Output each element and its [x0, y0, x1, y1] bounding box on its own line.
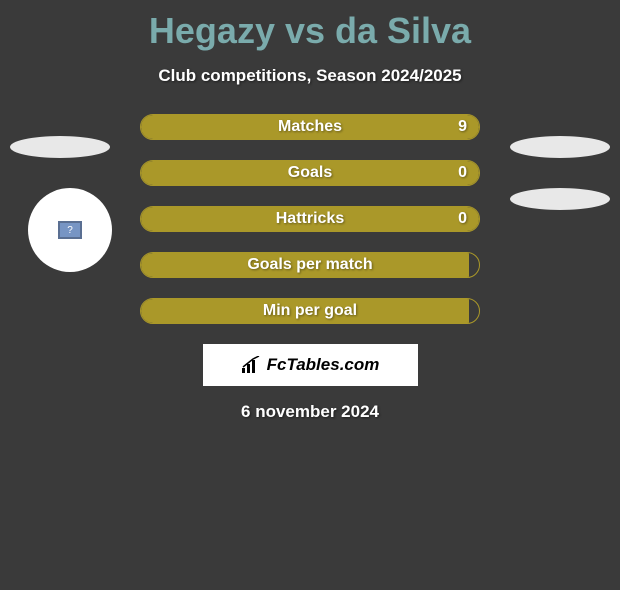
player-badge-left-1: [10, 136, 110, 158]
stat-label: Hattricks: [276, 210, 344, 228]
stat-row-goals: Goals 0: [140, 160, 480, 186]
date-label: 6 november 2024: [0, 402, 620, 422]
comparison-subtitle: Club competitions, Season 2024/2025: [0, 66, 620, 86]
stat-row-goals-per-match: Goals per match: [140, 252, 480, 278]
stat-value: 0: [458, 164, 467, 182]
player-badge-right-2: [510, 188, 610, 210]
placeholder-icon: ?: [58, 221, 82, 239]
stat-value: 9: [458, 118, 467, 136]
player-badge-right-1: [510, 136, 610, 158]
stat-value: 0: [458, 210, 467, 228]
chart-icon: [241, 356, 263, 374]
stat-row-min-per-goal: Min per goal: [140, 298, 480, 324]
stats-container: Matches 9 Goals 0 Hattricks 0 Goals per …: [140, 114, 480, 324]
comparison-title: Hegazy vs da Silva: [0, 10, 620, 52]
stat-label: Goals per match: [247, 256, 372, 274]
stat-row-matches: Matches 9: [140, 114, 480, 140]
stat-label: Matches: [278, 118, 342, 136]
stat-label: Goals: [288, 164, 332, 182]
player-badge-left-2: ?: [28, 188, 112, 272]
stat-row-hattricks: Hattricks 0: [140, 206, 480, 232]
attribution-text: FcTables.com: [267, 355, 380, 375]
stat-label: Min per goal: [263, 302, 357, 320]
attribution-badge: FcTables.com: [203, 344, 418, 386]
